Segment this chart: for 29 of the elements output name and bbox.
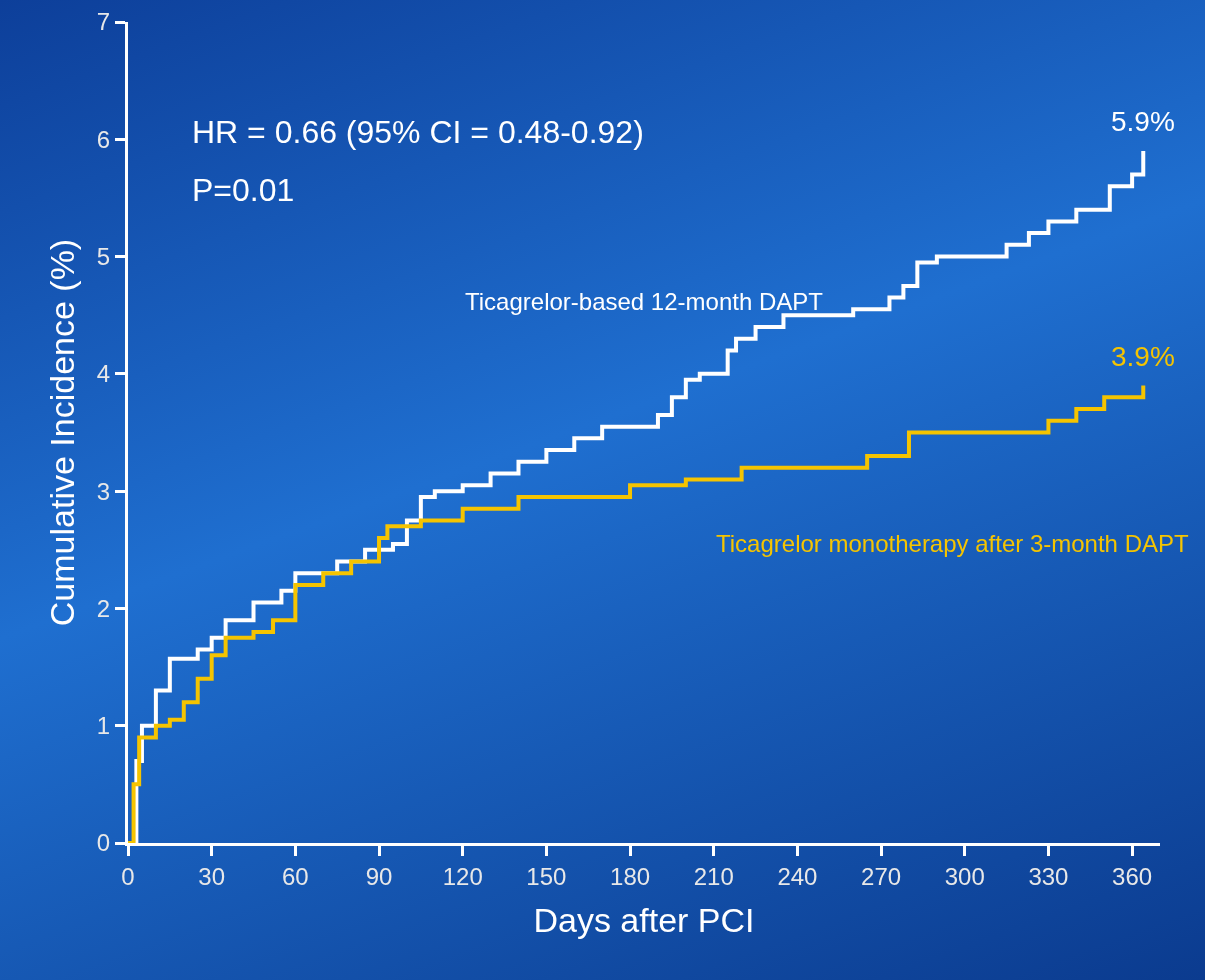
x-tick-label: 330 [1028,862,1069,890]
annotation: HR = 0.66 (95% CI = 0.48-0.92) [192,114,644,150]
y-tick-label: 5 [96,242,111,270]
y-tick-label: 2 [96,594,111,622]
annotation: 3.9% [1111,341,1175,372]
annotation: P=0.01 [192,172,295,208]
y-tick-label: 6 [96,125,111,153]
x-tick-label: 30 [198,862,226,890]
x-tick-label: 180 [610,862,651,890]
x-tick-label: 60 [282,862,309,890]
x-tick-label: 0 [121,862,135,890]
y-axis-title: Cumulative Incidence (%) [43,238,82,627]
x-tick-label: 90 [365,862,393,890]
x-axis-title: Days after PCI [533,901,755,940]
y-tick-label: 4 [96,360,111,388]
series-label: Ticagrelor-based 12-month DAPT [465,288,824,315]
x-tick-label: 210 [693,862,734,890]
x-tick-label: 270 [861,862,902,890]
x-tick-label: 360 [1112,862,1153,890]
y-tick-label: 1 [96,712,111,740]
x-tick-label: 120 [442,862,483,890]
y-tick-label: 0 [96,829,111,857]
text: Ticagrelor monotherapy after 3-month DAPT [716,530,1189,557]
y-tick-label: 7 [96,8,111,36]
x-tick-label: 240 [777,862,818,890]
annotation: 5.9% [1111,106,1175,137]
y-tick-label: 3 [96,477,111,505]
x-tick-label: 300 [944,862,985,890]
x-tick-label: 150 [526,862,567,890]
